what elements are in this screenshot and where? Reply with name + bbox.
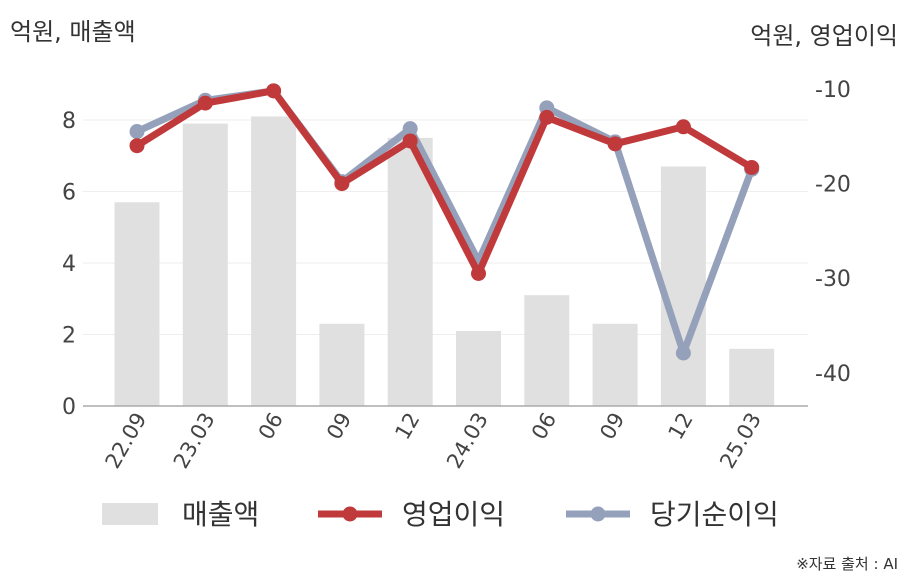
point-영업이익 (197, 95, 213, 111)
x-axis-tick: 06 (527, 409, 561, 444)
point-당기순이익 (402, 121, 418, 137)
legend-swatch-bar (102, 503, 158, 525)
left-axis-tick: 4 (62, 252, 76, 277)
x-axis-tick: 12 (390, 409, 424, 444)
left-axis-tick: 2 (62, 324, 76, 349)
point-당기순이익 (129, 124, 145, 140)
bar-매출액 (524, 295, 570, 406)
point-영업이익 (607, 136, 623, 152)
legend-swatch-marker (590, 506, 606, 522)
x-axis-tick: 22.09 (100, 409, 151, 473)
bar-매출액 (660, 166, 706, 406)
legend-swatch-marker (342, 506, 358, 522)
point-영업이익 (402, 133, 418, 149)
right-axis-tick: -30 (815, 267, 851, 292)
left-axis-tick: 6 (62, 181, 76, 206)
bar-매출액 (251, 116, 297, 407)
point-영업이익 (744, 159, 760, 175)
right-axis-tick: -10 (815, 78, 851, 103)
source-note: ※자료 출처 : AI (796, 555, 898, 573)
x-axis-tick: 23.03 (169, 409, 220, 473)
left-axis-tick: 0 (62, 395, 76, 420)
x-axis-tick: 24.03 (442, 409, 493, 473)
point-영업이익 (471, 265, 486, 281)
bar-매출액 (592, 323, 638, 406)
bar-매출액 (387, 137, 433, 406)
point-영업이익 (675, 119, 691, 135)
x-axis-tick: 09 (595, 409, 629, 444)
x-axis-tick: 25.03 (715, 409, 766, 473)
legend-label: 영업이익 (402, 498, 505, 531)
point-영업이익 (539, 109, 555, 125)
legend-label: 매출액 (182, 498, 259, 531)
x-axis-tick: 12 (664, 409, 698, 444)
point-영업이익 (266, 83, 282, 99)
bar-매출액 (456, 330, 501, 406)
bar-매출액 (182, 123, 228, 407)
x-axis-tick: 09 (322, 409, 356, 444)
point-당기순이익 (675, 345, 691, 361)
bar-매출액 (319, 323, 365, 406)
point-영업이익 (129, 138, 145, 154)
right-axis-unit: 억원, 영업이익 (750, 22, 898, 50)
bar-매출액 (114, 202, 160, 406)
left-axis-unit: 억원, 매출액 (10, 18, 136, 46)
right-axis-tick: -40 (815, 362, 851, 387)
left-axis-tick: 8 (62, 109, 76, 134)
bar-매출액 (729, 348, 775, 406)
point-영업이익 (334, 176, 350, 192)
right-axis-tick: -20 (815, 173, 851, 198)
x-axis-tick: 06 (254, 409, 288, 444)
legend-label: 당기순이익 (650, 498, 779, 531)
line-영업이익 (135, 87, 754, 277)
